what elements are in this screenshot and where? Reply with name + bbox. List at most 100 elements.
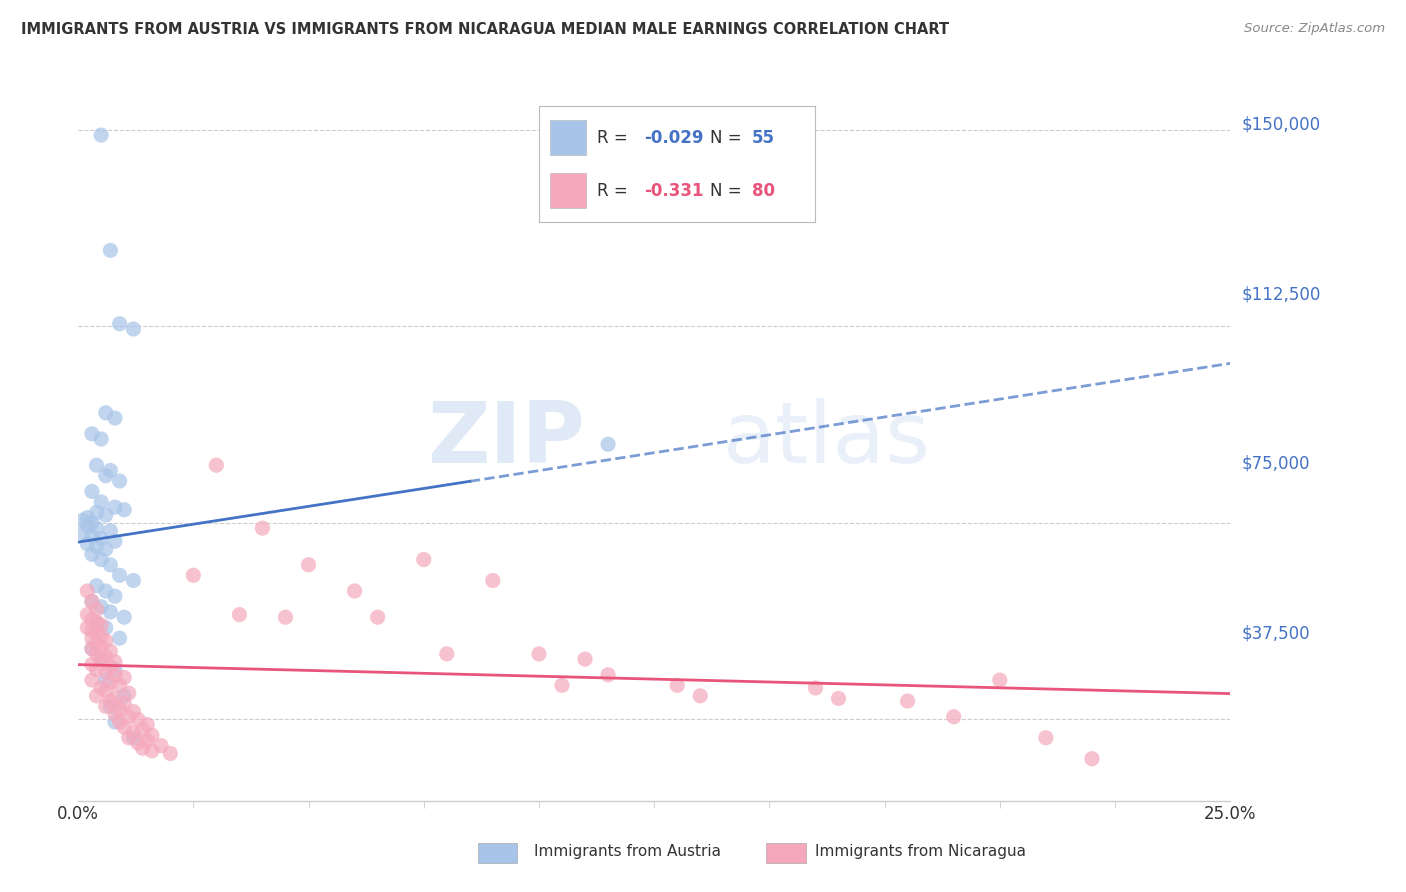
Point — [100, 675, 122, 690]
Point — [689, 689, 711, 703]
Point — [94, 621, 117, 635]
Text: Source: ZipAtlas.com: Source: ZipAtlas.com — [1244, 22, 1385, 36]
Point — [108, 702, 131, 716]
Point — [80, 641, 103, 656]
Point — [86, 602, 108, 616]
Point — [804, 681, 827, 695]
Point — [104, 707, 127, 722]
Point — [104, 411, 127, 425]
Point — [412, 552, 434, 566]
Point — [80, 673, 103, 687]
Point — [1081, 752, 1104, 766]
Point — [80, 624, 103, 638]
Point — [122, 731, 145, 745]
Point — [127, 712, 149, 726]
Point — [108, 568, 131, 582]
Point — [551, 678, 574, 692]
Point — [80, 594, 103, 608]
Point — [86, 505, 108, 519]
Point — [131, 741, 153, 756]
Point — [274, 610, 297, 624]
Point — [86, 636, 108, 650]
Point — [94, 584, 117, 599]
Point — [104, 500, 127, 515]
Point — [127, 736, 149, 750]
Point — [104, 714, 127, 729]
Point — [76, 621, 98, 635]
Point — [76, 518, 98, 533]
Point — [90, 495, 112, 509]
Point — [80, 516, 103, 530]
Point — [527, 647, 550, 661]
Point — [141, 728, 163, 742]
Point — [86, 458, 108, 473]
Point — [942, 710, 965, 724]
Point — [80, 484, 103, 499]
Point — [252, 521, 274, 535]
Point — [90, 532, 112, 546]
Point — [100, 644, 122, 658]
Point — [94, 633, 117, 648]
Point — [90, 652, 112, 666]
Point — [94, 649, 117, 664]
Point — [100, 244, 122, 258]
Text: atlas: atlas — [723, 398, 931, 481]
Point — [988, 673, 1011, 687]
Point — [90, 618, 112, 632]
Point — [100, 699, 122, 714]
Point — [94, 683, 117, 698]
Point — [86, 540, 108, 554]
Point — [80, 594, 103, 608]
Point — [574, 652, 596, 666]
Point — [482, 574, 505, 588]
Point — [86, 689, 108, 703]
Point — [90, 432, 112, 446]
Point — [827, 691, 849, 706]
Point — [228, 607, 250, 622]
Point — [76, 537, 98, 551]
Point — [104, 663, 127, 677]
Point — [80, 657, 103, 672]
Point — [104, 668, 127, 682]
Point — [596, 437, 619, 451]
Point — [118, 710, 141, 724]
Point — [112, 689, 135, 703]
Point — [104, 655, 127, 669]
Point — [112, 670, 135, 684]
Point — [90, 599, 112, 614]
Point — [150, 739, 173, 753]
Point — [94, 673, 117, 687]
Point — [112, 502, 135, 516]
Point — [76, 584, 98, 599]
Point — [90, 652, 112, 666]
Point — [205, 458, 228, 473]
Point — [86, 521, 108, 535]
Point — [94, 699, 117, 714]
Point — [100, 605, 122, 619]
Point — [104, 589, 127, 603]
Point — [596, 668, 619, 682]
Point — [86, 579, 108, 593]
Point — [108, 474, 131, 488]
Point — [112, 720, 135, 734]
Point — [72, 526, 94, 541]
Point — [131, 723, 153, 737]
Point — [141, 744, 163, 758]
Point — [108, 714, 131, 729]
Point — [90, 681, 112, 695]
Text: ZIP: ZIP — [427, 398, 585, 481]
Point — [112, 697, 135, 711]
Point — [90, 628, 112, 642]
Point — [183, 568, 205, 582]
Point — [94, 468, 117, 483]
Point — [108, 678, 131, 692]
Point — [100, 524, 122, 538]
Point — [159, 747, 181, 761]
Point — [122, 574, 145, 588]
Point — [122, 705, 145, 719]
Point — [118, 731, 141, 745]
Point — [90, 552, 112, 566]
Point — [94, 406, 117, 420]
Point — [94, 508, 117, 522]
Point — [80, 529, 103, 543]
